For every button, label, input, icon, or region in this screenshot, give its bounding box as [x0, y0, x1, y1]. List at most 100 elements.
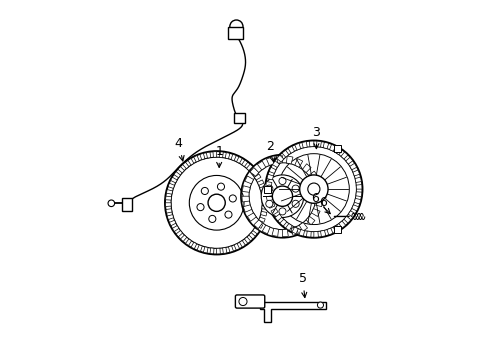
Polygon shape: [262, 225, 269, 234]
Polygon shape: [354, 198, 360, 204]
Circle shape: [229, 20, 243, 33]
Polygon shape: [266, 157, 273, 166]
Polygon shape: [302, 164, 310, 172]
Polygon shape: [166, 190, 172, 194]
Polygon shape: [308, 171, 317, 180]
Circle shape: [265, 200, 272, 207]
Polygon shape: [274, 214, 282, 221]
Polygon shape: [249, 167, 258, 176]
Polygon shape: [168, 183, 174, 188]
Circle shape: [208, 215, 215, 222]
Polygon shape: [272, 161, 279, 167]
Polygon shape: [335, 148, 342, 155]
Polygon shape: [313, 231, 318, 237]
Polygon shape: [241, 160, 247, 167]
Polygon shape: [315, 190, 322, 196]
Circle shape: [229, 195, 236, 202]
Polygon shape: [234, 243, 239, 250]
Polygon shape: [286, 156, 292, 164]
Polygon shape: [242, 186, 250, 192]
Text: 4: 4: [174, 137, 183, 161]
Polygon shape: [282, 229, 288, 237]
FancyBboxPatch shape: [227, 27, 243, 39]
Polygon shape: [172, 226, 179, 231]
Polygon shape: [197, 245, 202, 251]
Polygon shape: [209, 248, 214, 254]
FancyBboxPatch shape: [333, 226, 340, 233]
Polygon shape: [314, 200, 322, 207]
Polygon shape: [165, 209, 172, 213]
Polygon shape: [265, 181, 271, 186]
Polygon shape: [329, 144, 335, 151]
Polygon shape: [174, 172, 180, 178]
Polygon shape: [294, 143, 300, 150]
Polygon shape: [345, 157, 352, 164]
Polygon shape: [305, 216, 314, 225]
Polygon shape: [213, 152, 216, 157]
Polygon shape: [298, 230, 304, 236]
Polygon shape: [262, 199, 267, 203]
Polygon shape: [167, 215, 173, 220]
Circle shape: [207, 194, 225, 211]
Circle shape: [317, 302, 323, 308]
Polygon shape: [349, 163, 356, 170]
Polygon shape: [248, 233, 255, 239]
Polygon shape: [354, 177, 361, 183]
Polygon shape: [187, 158, 193, 165]
Circle shape: [217, 183, 224, 190]
Circle shape: [278, 208, 285, 215]
Polygon shape: [267, 202, 274, 208]
Polygon shape: [312, 180, 321, 188]
Polygon shape: [236, 157, 242, 163]
Polygon shape: [261, 206, 267, 210]
Text: 5: 5: [298, 272, 306, 297]
Polygon shape: [250, 169, 257, 175]
Text: 3: 3: [312, 126, 320, 149]
Polygon shape: [244, 176, 253, 184]
Polygon shape: [290, 227, 298, 235]
Polygon shape: [206, 152, 210, 158]
Polygon shape: [355, 192, 361, 197]
FancyBboxPatch shape: [122, 198, 132, 211]
Polygon shape: [352, 170, 359, 176]
Polygon shape: [338, 221, 345, 228]
Circle shape: [108, 200, 114, 207]
Polygon shape: [261, 193, 267, 197]
Circle shape: [197, 203, 203, 211]
Text: 2: 2: [265, 140, 274, 162]
Polygon shape: [246, 164, 252, 171]
Polygon shape: [258, 217, 264, 222]
Polygon shape: [243, 205, 251, 212]
Polygon shape: [265, 189, 271, 194]
Polygon shape: [242, 196, 249, 202]
Polygon shape: [193, 156, 199, 162]
Polygon shape: [176, 230, 182, 237]
Polygon shape: [219, 152, 223, 158]
Circle shape: [201, 188, 208, 194]
Polygon shape: [216, 248, 220, 254]
Polygon shape: [259, 186, 265, 191]
Polygon shape: [191, 242, 196, 249]
Polygon shape: [305, 231, 310, 237]
Polygon shape: [355, 185, 361, 189]
Polygon shape: [256, 223, 262, 228]
FancyBboxPatch shape: [233, 113, 244, 123]
Polygon shape: [316, 141, 321, 147]
Polygon shape: [299, 222, 307, 231]
FancyBboxPatch shape: [333, 145, 340, 152]
Polygon shape: [239, 240, 245, 247]
Polygon shape: [309, 141, 313, 147]
FancyBboxPatch shape: [235, 295, 264, 308]
Circle shape: [265, 185, 272, 192]
Text: 6: 6: [310, 192, 329, 213]
Polygon shape: [230, 154, 236, 161]
Polygon shape: [247, 213, 256, 221]
Polygon shape: [185, 239, 191, 246]
Polygon shape: [271, 229, 278, 237]
Polygon shape: [294, 158, 302, 167]
FancyBboxPatch shape: [263, 185, 270, 193]
Text: 6: 6: [318, 196, 326, 209]
Circle shape: [291, 185, 299, 192]
Polygon shape: [279, 219, 286, 226]
Polygon shape: [253, 220, 262, 229]
